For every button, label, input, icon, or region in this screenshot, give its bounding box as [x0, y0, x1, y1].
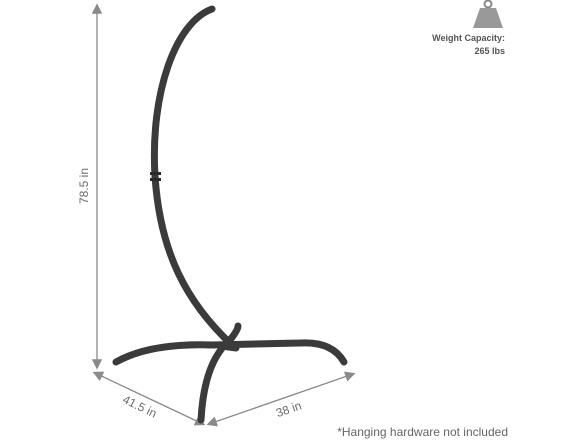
hardware-note: *Hanging hardware not included — [337, 425, 508, 439]
width-label: 38 in — [274, 398, 303, 420]
depth-arrow — [92, 371, 206, 426]
weight-capacity-value: 265 lbs — [474, 46, 505, 56]
depth-label: 41.5 in — [120, 392, 159, 420]
height-label: 78.5 in — [77, 168, 91, 204]
weight-icon — [473, 0, 503, 28]
hammock-stand — [112, 5, 348, 424]
width-arrow — [206, 371, 356, 427]
weight-capacity-label: Weight Capacity: — [432, 33, 505, 43]
